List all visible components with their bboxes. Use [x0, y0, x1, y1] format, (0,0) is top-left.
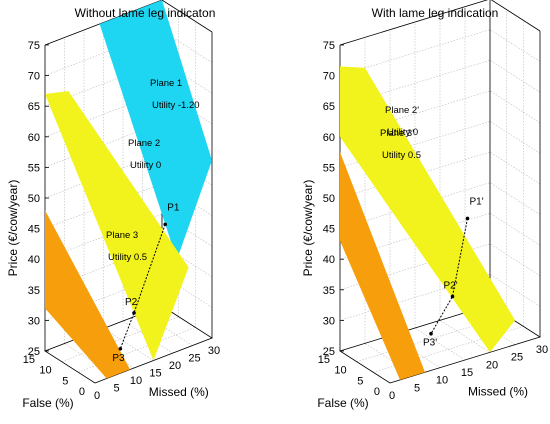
- point-label: P3': [423, 338, 437, 349]
- x-tick-label: 0: [79, 386, 85, 398]
- plane-1: [99, 0, 212, 260]
- point-marker: [163, 222, 167, 227]
- z-tick-label: 45: [28, 224, 40, 236]
- z-tick-label: 35: [323, 285, 335, 297]
- y-tick-label: 30: [208, 345, 220, 357]
- chart-title: With lame leg indication: [372, 6, 499, 20]
- point-path: [119, 224, 166, 349]
- y-tick-label: 30: [536, 344, 548, 356]
- y-tick-label: 10: [130, 375, 142, 387]
- z-tick-label: 50: [28, 193, 40, 205]
- point-marker: [118, 346, 123, 351]
- plane-name-label: Plane 3': [380, 128, 414, 139]
- z-tick-label: 75: [323, 40, 335, 52]
- chart-without-lame-leg: Without lame leg indicaton Price (€/cow/…: [6, 0, 220, 410]
- z-tick-label: 45: [323, 224, 335, 236]
- z-tick-label: 30: [28, 315, 40, 327]
- x-tick-label: 5: [357, 375, 363, 387]
- z-tick-label: 35: [28, 285, 40, 297]
- point-path: [430, 218, 468, 334]
- missed-axis-label: Missed (%): [468, 384, 528, 398]
- plane-2: [340, 152, 425, 380]
- plane-utility-label: Utility 0.5: [382, 150, 421, 161]
- z-tick-label: 60: [28, 132, 40, 144]
- x-tick-label: 0: [374, 386, 380, 398]
- chart-title: Without lame leg indicaton: [75, 6, 216, 20]
- false-axis-label: False (%): [22, 396, 73, 410]
- z-tick-label: 70: [323, 71, 335, 83]
- y-tick-label: 0: [94, 390, 100, 402]
- point-marker: [429, 331, 433, 336]
- x-tick-label: 15: [23, 354, 35, 366]
- z-tick-label: 65: [323, 101, 335, 113]
- point-label: P1: [167, 202, 180, 213]
- z-tick-label: 50: [323, 193, 335, 205]
- plane-3: [45, 210, 131, 379]
- y-tick-label: 5: [414, 382, 420, 394]
- plane-name-label: Plane 3: [106, 230, 138, 241]
- point-label: P1': [470, 196, 484, 207]
- y-tick-label: 15: [461, 367, 473, 379]
- plane-name-label: Plane 1: [150, 78, 182, 89]
- y-tick-label: 0: [389, 390, 395, 402]
- z-tick-label: 70: [28, 71, 40, 83]
- z-tick-label: 55: [28, 162, 40, 174]
- price-axis-label: Price (€/cow/year): [6, 180, 20, 277]
- x-tick-label: 10: [39, 365, 51, 377]
- point-label: P2: [125, 297, 138, 308]
- z-tick-label: 40: [28, 254, 40, 266]
- missed-axis-label: Missed (%): [149, 385, 209, 399]
- z-tick-label: 40: [323, 254, 335, 266]
- plane-utility-label: Utility -1.20: [152, 100, 200, 111]
- z-tick-label: 30: [323, 315, 335, 327]
- z-tick-label: 25: [28, 346, 40, 358]
- plane-utility-label: Utility 0: [387, 127, 418, 138]
- plane-name-label: Plane 2: [128, 138, 160, 149]
- plane-name-label: Plane 2': [385, 105, 419, 116]
- x-tick-label: 5: [62, 375, 68, 387]
- z-tick-label: 60: [323, 132, 335, 144]
- y-tick-label: 5: [113, 383, 119, 395]
- z-tick-label: 65: [28, 101, 40, 113]
- chart-with-lame-leg: With lame leg indication Price (€/cow/ye…: [301, 0, 548, 410]
- price-axis-label: Price (€/cow/year): [301, 180, 315, 277]
- y-tick-label: 15: [149, 368, 161, 380]
- y-tick-label: 10: [436, 375, 448, 387]
- plane-1: [340, 66, 515, 353]
- z-tick-label: 55: [323, 162, 335, 174]
- z-tick-label: 75: [28, 40, 40, 52]
- point-marker: [132, 311, 136, 315]
- point-label: P2': [444, 281, 458, 292]
- point-marker: [450, 294, 455, 299]
- x-tick-label: 10: [334, 365, 346, 377]
- y-tick-label: 25: [511, 352, 523, 364]
- y-tick-label: 20: [486, 359, 498, 371]
- y-tick-label: 25: [188, 353, 200, 365]
- y-tick-label: 20: [169, 360, 181, 372]
- plane-utility-label: Utility 0.5: [108, 252, 147, 263]
- x-tick-label: 15: [318, 354, 330, 366]
- point-label: P3: [112, 353, 125, 364]
- plane-utility-label: Utility 0: [130, 160, 161, 171]
- point-marker: [465, 216, 470, 221]
- z-tick-label: 25: [323, 346, 335, 358]
- plane-2: [45, 91, 189, 361]
- false-axis-label: False (%): [317, 396, 368, 410]
